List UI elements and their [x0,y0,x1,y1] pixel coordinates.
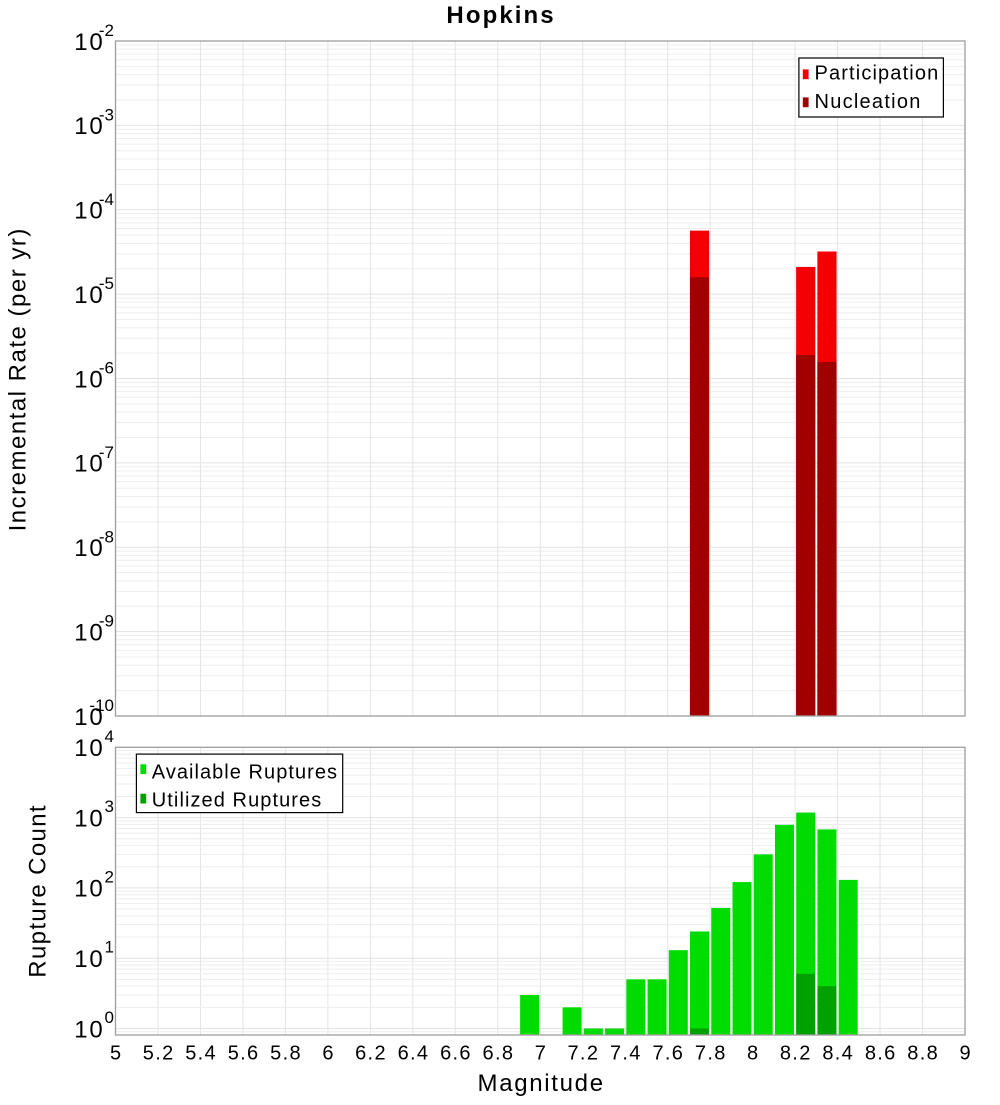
svg-text:10: 10 [74,282,105,309]
svg-text:8.4: 8.4 [822,1043,854,1065]
svg-text:10: 10 [74,1016,105,1043]
svg-text:6: 6 [322,1043,333,1065]
svg-text:-8: -8 [99,527,114,546]
svg-text:10: 10 [74,876,105,903]
svg-text:10: 10 [74,619,105,646]
svg-text:8.6: 8.6 [865,1043,897,1065]
svg-text:6.2: 6.2 [355,1043,387,1065]
svg-text:1: 1 [105,938,114,957]
svg-text:10: 10 [74,366,105,393]
svg-text:5.2: 5.2 [143,1043,175,1065]
svg-text:4: 4 [105,727,114,746]
svg-text:Available Ruptures: Available Ruptures [152,762,338,784]
svg-text:8.2: 8.2 [780,1043,812,1065]
svg-text:-7: -7 [99,443,114,462]
svg-text:Incremental Rate (per yr): Incremental Rate (per yr) [5,227,32,531]
svg-text:8: 8 [747,1043,758,1065]
svg-text:7.4: 7.4 [610,1043,642,1065]
svg-text:10: 10 [74,535,105,562]
svg-text:8.8: 8.8 [907,1043,939,1065]
svg-text:0: 0 [105,1008,114,1027]
svg-text:10: 10 [74,113,105,140]
svg-text:Magnitude: Magnitude [478,1070,605,1097]
svg-text:9: 9 [959,1043,970,1065]
svg-text:5.8: 5.8 [270,1043,302,1065]
svg-text:-3: -3 [99,105,114,124]
svg-text:Rupture Count: Rupture Count [25,804,52,978]
svg-text:3: 3 [105,797,114,816]
svg-text:6.6: 6.6 [440,1043,472,1065]
svg-text:Hopkins: Hopkins [446,2,555,29]
svg-text:7.8: 7.8 [695,1043,727,1065]
svg-text:5.4: 5.4 [185,1043,217,1065]
svg-text:10: 10 [74,198,105,225]
svg-text:10: 10 [74,704,105,731]
svg-text:10: 10 [74,451,105,478]
svg-text:Utilized Ruptures: Utilized Ruptures [152,790,322,812]
svg-text:5.6: 5.6 [228,1043,260,1065]
svg-text:-6: -6 [99,359,114,378]
svg-text:-10: -10 [89,696,114,715]
svg-text:Participation: Participation [815,63,940,85]
svg-text:-5: -5 [99,274,114,293]
svg-text:6.4: 6.4 [398,1043,430,1065]
svg-text:10: 10 [74,29,105,56]
svg-text:6.8: 6.8 [483,1043,515,1065]
svg-text:7.6: 7.6 [652,1043,684,1065]
svg-text:5: 5 [110,1043,121,1065]
svg-text:7.2: 7.2 [567,1043,599,1065]
svg-text:10: 10 [74,946,105,973]
svg-text:10: 10 [74,735,105,762]
svg-text:7: 7 [535,1043,546,1065]
svg-text:2: 2 [105,867,114,886]
svg-text:Nucleation: Nucleation [815,91,922,113]
svg-text:-4: -4 [99,190,114,209]
svg-text:-2: -2 [99,21,114,40]
svg-text:10: 10 [74,805,105,832]
svg-text:-9: -9 [99,612,114,631]
